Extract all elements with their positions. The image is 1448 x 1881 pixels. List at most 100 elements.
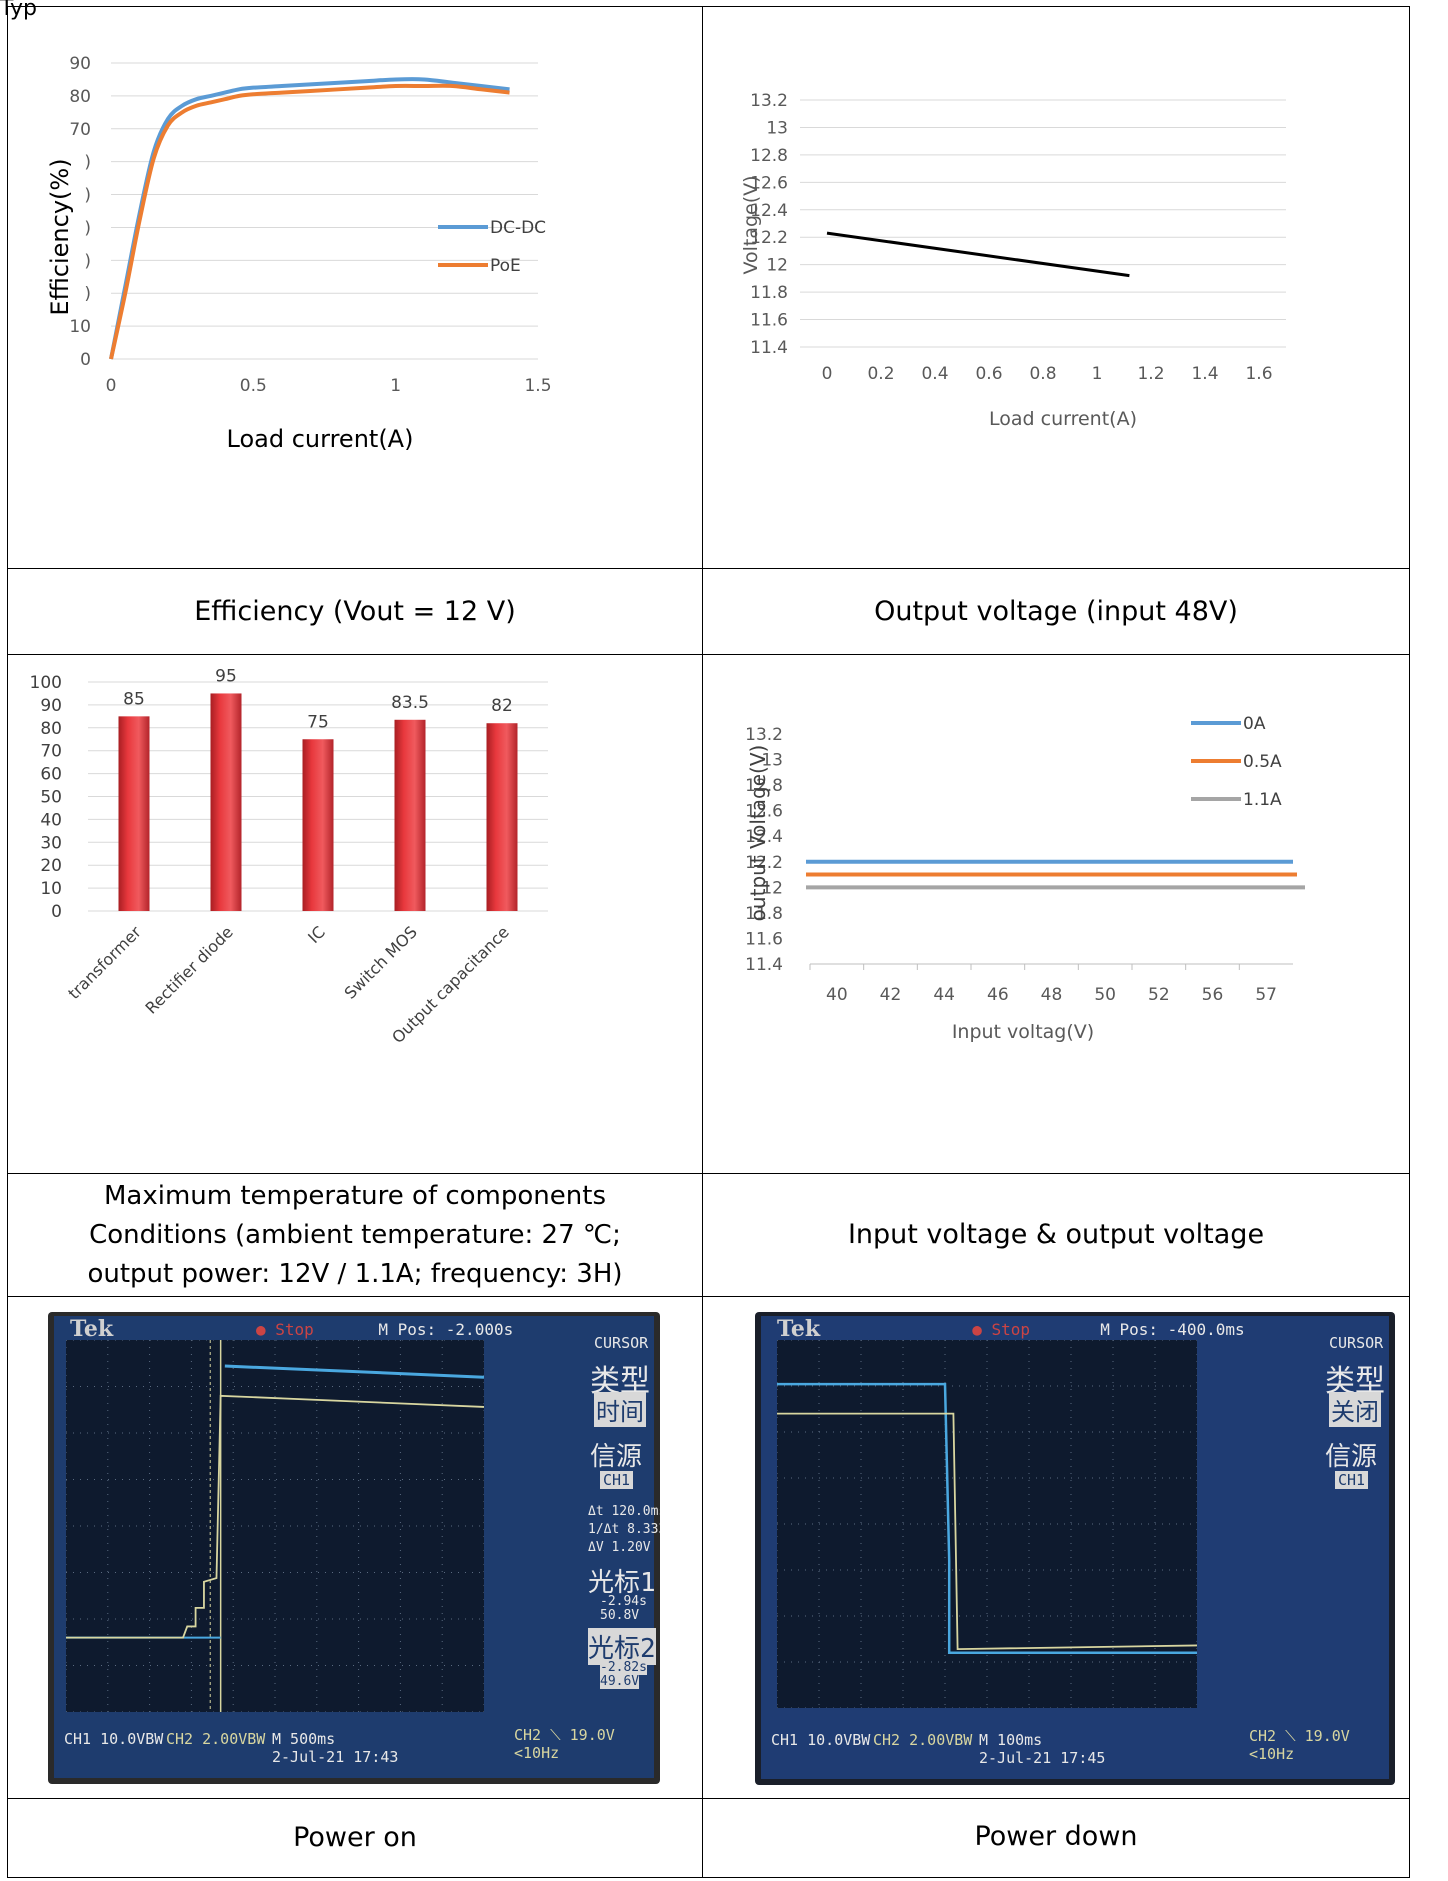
- scope-ch1-scale: CH1 10.0VBW: [771, 1731, 871, 1749]
- legend-label: 1.1A: [1243, 790, 1282, 810]
- y-tick-label: 12.4: [750, 201, 788, 221]
- x-tick-label: 44: [933, 985, 955, 1005]
- scope-trigger-freq: <10Hz: [1249, 1745, 1295, 1763]
- y-tick-label: 12.2: [750, 228, 788, 248]
- y-tick-label: 20: [40, 856, 62, 876]
- category-label: IC: [304, 922, 329, 947]
- caption-input-output: Input voltage & output voltage: [702, 1173, 1410, 1297]
- y-tick-label: 100: [30, 673, 62, 693]
- scope-date: 2-Jul-21 17:45: [979, 1749, 1106, 1767]
- y-tick-label: 0: [51, 902, 62, 922]
- scope-mpos: M Pos: -2.000s: [378, 1320, 514, 1339]
- scope-run-status: ● Stop: [255, 1320, 314, 1339]
- y-tick-label: 11.8: [750, 283, 788, 303]
- scope-screen: Tek ● Stop M Pos: -2.000s CURSOR 类型 时间 信源 CH1 Δt…: [54, 1316, 660, 1778]
- y-tick-label: 13: [766, 118, 788, 138]
- x-tick-label: 0: [822, 364, 833, 384]
- scope-timebase: M 500ms: [272, 1730, 336, 1748]
- y-tick-label: ): [84, 284, 91, 304]
- data-label: 83.5: [391, 693, 429, 713]
- scope-screen: Tek ● Stop M Pos: -400.0ms CURSOR 类型 关闭 信源 CH1 C…: [761, 1316, 1389, 1779]
- scope-menu-title: CURSOR: [594, 1334, 649, 1352]
- x-axis-label: Load current(A): [989, 408, 1137, 430]
- ch1-trace: [777, 1382, 1197, 1655]
- scope-mpos: M Pos: -400.0ms: [1100, 1320, 1245, 1339]
- x-tick-label: 1.6: [1245, 364, 1272, 384]
- caption-efficiency: Efficiency (Vout = 12 V): [7, 568, 703, 655]
- y-tick-label: 30: [40, 833, 62, 853]
- caption-power-down: Power down: [702, 1798, 1410, 1878]
- scope-date: 2-Jul-21 17:43: [272, 1748, 399, 1766]
- category-label: Rectifier diode: [142, 922, 237, 1017]
- scope-brand: Tek: [70, 1316, 114, 1342]
- y-tick-label: 10: [69, 317, 91, 337]
- cell-power-down-scope: Tek ● Stop M Pos: -400.0ms CURSOR 类型 关闭 信源 CH1 C…: [702, 1296, 1410, 1799]
- x-tick-label: 0.4: [921, 364, 948, 384]
- scope-source-label: 信源: [590, 1442, 643, 1472]
- y-tick-label: 11.6: [745, 929, 783, 949]
- caption-temperature-line3: output power: 12V / 1.1A; frequency: 3H): [87, 1258, 623, 1289]
- cell-efficiency-chart: 0 10))))) 70 80 90 0 0.5 1 1.5 Load current(A) Eff…: [7, 6, 703, 569]
- y-tick-label: 13.2: [745, 725, 783, 745]
- x-tick-label: 0.6: [975, 364, 1002, 384]
- series-line-poe: [109, 83, 510, 360]
- scope-trigger: CH2 ⟍ 19.0V: [1249, 1727, 1350, 1745]
- cell-temperature-chart: 0 10 20 30 40 50 60 70 80 90 100 85 transformer 95 Rec…: [7, 654, 703, 1174]
- y-tick-label: 12.6: [745, 802, 783, 822]
- bar-rectifier-diode: [210, 693, 242, 911]
- x-tick-label: 1.2: [1137, 364, 1164, 384]
- scope-freq: 1/Δt 8.333Hz: [588, 1522, 660, 1537]
- y-tick-label: ): [84, 218, 91, 238]
- scope-source-value: CH1: [1335, 1471, 1369, 1489]
- y-tick-label: 80: [69, 87, 91, 107]
- cell-output-voltage-chart: 11.4 11.6 11.8 12 12.2 12.4 12.6 12.8 13 13.2 0 0.2…: [702, 6, 1410, 569]
- x-axis-label: Input voltag(V): [952, 1021, 1094, 1043]
- scope-run-status: ● Stop: [972, 1320, 1030, 1339]
- ch1-trace-high: [224, 1364, 484, 1379]
- bar-switch-mos: [394, 719, 426, 911]
- y-tick-label: 0: [80, 350, 91, 370]
- y-tick-label: ): [84, 251, 91, 271]
- scope-type-value: 关闭: [1329, 1392, 1381, 1427]
- scope-timebase: M 100ms: [979, 1731, 1043, 1749]
- scope-graticule: [66, 1340, 484, 1712]
- caption-temperature: Maximum temperature of components Condit…: [7, 1173, 703, 1297]
- ch2-trace: [777, 1412, 1197, 1651]
- data-label: 82: [491, 696, 513, 716]
- x-tick-label: 1.4: [1191, 364, 1218, 384]
- y-tick-label: 11.6: [750, 311, 788, 331]
- data-label: 95: [215, 666, 237, 686]
- x-tick-label: 56: [1202, 985, 1224, 1005]
- y-tick-label: 12.2: [745, 853, 783, 873]
- legend-label: 0.5A: [1243, 752, 1282, 772]
- x-tick-label: 0.5: [240, 376, 267, 396]
- y-tick-label: 60: [40, 765, 62, 785]
- y-tick-label: 50: [40, 788, 62, 808]
- x-tick-label: 57: [1255, 985, 1277, 1005]
- y-tick-label: 40: [40, 810, 62, 830]
- x-tick-label: 1: [390, 376, 401, 396]
- caption-temperature-line1: Maximum temperature of components: [103, 1180, 606, 1211]
- y-tick-label: 12.4: [745, 827, 783, 847]
- x-tick-label: 50: [1094, 985, 1116, 1005]
- x-tick-label: 0: [106, 376, 117, 396]
- cell-input-output-chart: 11.4 11.6 11.8 12 12.2 12.4 12.6 12.8 13 13.2 40 42…: [702, 654, 1410, 1174]
- y-tick-label: 11.4: [750, 338, 788, 358]
- x-axis-label: Load current(A): [227, 425, 414, 453]
- data-label: 75: [307, 712, 329, 732]
- y-tick-label: 12: [766, 256, 788, 276]
- x-tick-label: 42: [880, 985, 902, 1005]
- scope-cursor1-time: -2.94s: [600, 1594, 647, 1609]
- data-label: 85: [123, 689, 145, 709]
- legend-label: 0A: [1243, 714, 1266, 734]
- caption-temperature-line2: Conditions (ambient temperature: 27 ℃;: [89, 1219, 621, 1250]
- scope-cursor2-volt: 49.6V: [600, 1674, 640, 1689]
- scope-graticule: [777, 1340, 1197, 1708]
- y-axis-label: output Voltage(V): [746, 745, 770, 922]
- graticule-bg: [66, 1340, 484, 1712]
- y-tick-label: 13.2: [750, 91, 788, 111]
- y-tick-label: 12.8: [745, 776, 783, 796]
- caption-output-voltage: Output voltage (input 48V): [702, 568, 1410, 655]
- scope-type-value: 时间: [594, 1392, 646, 1427]
